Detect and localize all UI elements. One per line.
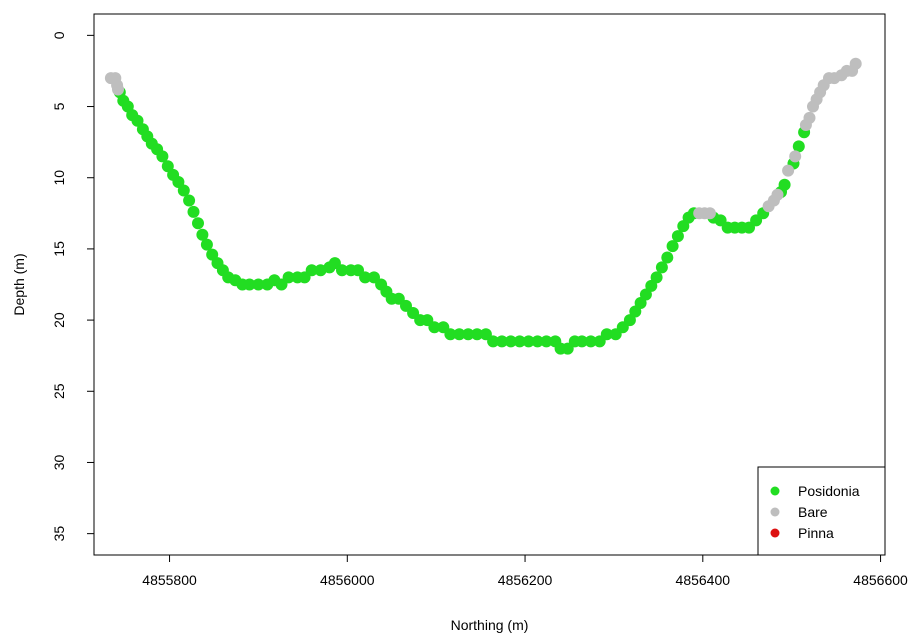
data-point-posidonia-4 (131, 114, 144, 127)
data-point-posidonia-16 (192, 217, 204, 230)
legend-label-bare: Bare (798, 504, 828, 520)
data-point-posidonia-81 (661, 251, 674, 264)
data-point-bare-10 (782, 164, 795, 177)
data-point-bare-3 (112, 83, 124, 96)
x-tick-label-3: 4856400 (676, 572, 731, 588)
data-point-posidonia-17 (196, 228, 209, 241)
data-point-posidonia-18 (200, 238, 213, 251)
legend-swatch-pinna (770, 528, 780, 538)
data-point-posidonia-68 (575, 335, 588, 348)
legend-swatch-bare (770, 507, 780, 517)
y-tick-label-6: 30 (51, 454, 67, 470)
data-point-bare-6 (703, 207, 716, 220)
data-point-posidonia-12 (172, 176, 185, 188)
x-axis: 4855800 4856000 4856200 4856400 4856600 (142, 554, 908, 588)
y-tick-label-1: 5 (51, 102, 67, 110)
data-point-posidonia-98 (792, 140, 805, 153)
y-tick-label-5: 25 (51, 383, 67, 399)
data-point-posidonia-10 (161, 160, 174, 173)
data-point-posidonia-80 (655, 261, 668, 274)
data-point-posidonia-40 (359, 271, 372, 284)
y-tick-label-2: 10 (51, 170, 67, 186)
data-point-posidonia-61 (522, 335, 535, 348)
x-axis-title: Northing (m) (451, 617, 529, 633)
x-tick-label-1: 4856000 (320, 572, 375, 588)
data-point-posidonia-26 (252, 278, 265, 291)
data-point-bare-23 (849, 57, 862, 70)
legend-label-posidonia: Posidonia (798, 483, 860, 499)
data-point-posidonia-55 (471, 328, 484, 341)
y-axis-title: Depth (m) (11, 253, 27, 315)
legend: Posidonia Bare Pinna (757, 466, 886, 556)
x-tick-label-4: 4856600 (853, 572, 908, 588)
data-point-posidonia-83 (671, 230, 684, 243)
y-tick-label-0: 0 (51, 31, 67, 39)
legend-swatch-posidonia (770, 486, 780, 496)
data-point-posidonia-9 (156, 150, 169, 163)
data-point-posidonia-53 (453, 328, 466, 341)
y-tick-label-3: 15 (51, 241, 67, 257)
data-point-posidonia-79 (650, 271, 663, 284)
data-point-posidonia-57 (487, 335, 500, 348)
data-point-posidonia-62 (531, 335, 544, 348)
data-point-posidonia-13 (177, 184, 190, 197)
data-point-posidonia-33 (305, 264, 318, 277)
data-point-posidonia-54 (462, 328, 475, 341)
data-point-posidonia-30 (282, 271, 295, 284)
data-point-bare-13 (803, 111, 816, 124)
data-point-posidonia-37 (336, 264, 348, 277)
data-point-posidonia-69 (584, 335, 597, 348)
y-tick-label-4: 20 (51, 312, 67, 328)
data-point-posidonia-71 (600, 328, 613, 341)
data-point-posidonia-60 (513, 335, 526, 348)
data-point-posidonia-52 (444, 328, 457, 341)
data-point-posidonia-63 (540, 335, 553, 348)
data-point-posidonia-77 (639, 288, 652, 301)
data-point-posidonia-25 (243, 278, 256, 291)
x-tick-label-2: 4856200 (498, 572, 553, 588)
data-point-posidonia-74 (623, 314, 636, 327)
y-axis: 0 5 10 15 20 25 30 35 (51, 31, 95, 542)
data-point-posidonia-96 (778, 178, 791, 191)
data-point-posidonia-82 (666, 240, 679, 253)
points-layer (104, 57, 862, 355)
legend-label-pinna: Pinna (798, 525, 834, 541)
data-point-posidonia-58 (495, 335, 508, 348)
x-tick-label-0: 4855800 (142, 572, 197, 588)
data-point-posidonia-14 (183, 194, 196, 207)
data-point-posidonia-59 (504, 335, 517, 348)
y-tick-label-7: 35 (51, 526, 67, 542)
data-point-posidonia-50 (428, 321, 441, 334)
data-point-posidonia-15 (187, 205, 200, 218)
data-point-bare-9 (771, 188, 784, 201)
data-point-bare-11 (789, 150, 802, 163)
